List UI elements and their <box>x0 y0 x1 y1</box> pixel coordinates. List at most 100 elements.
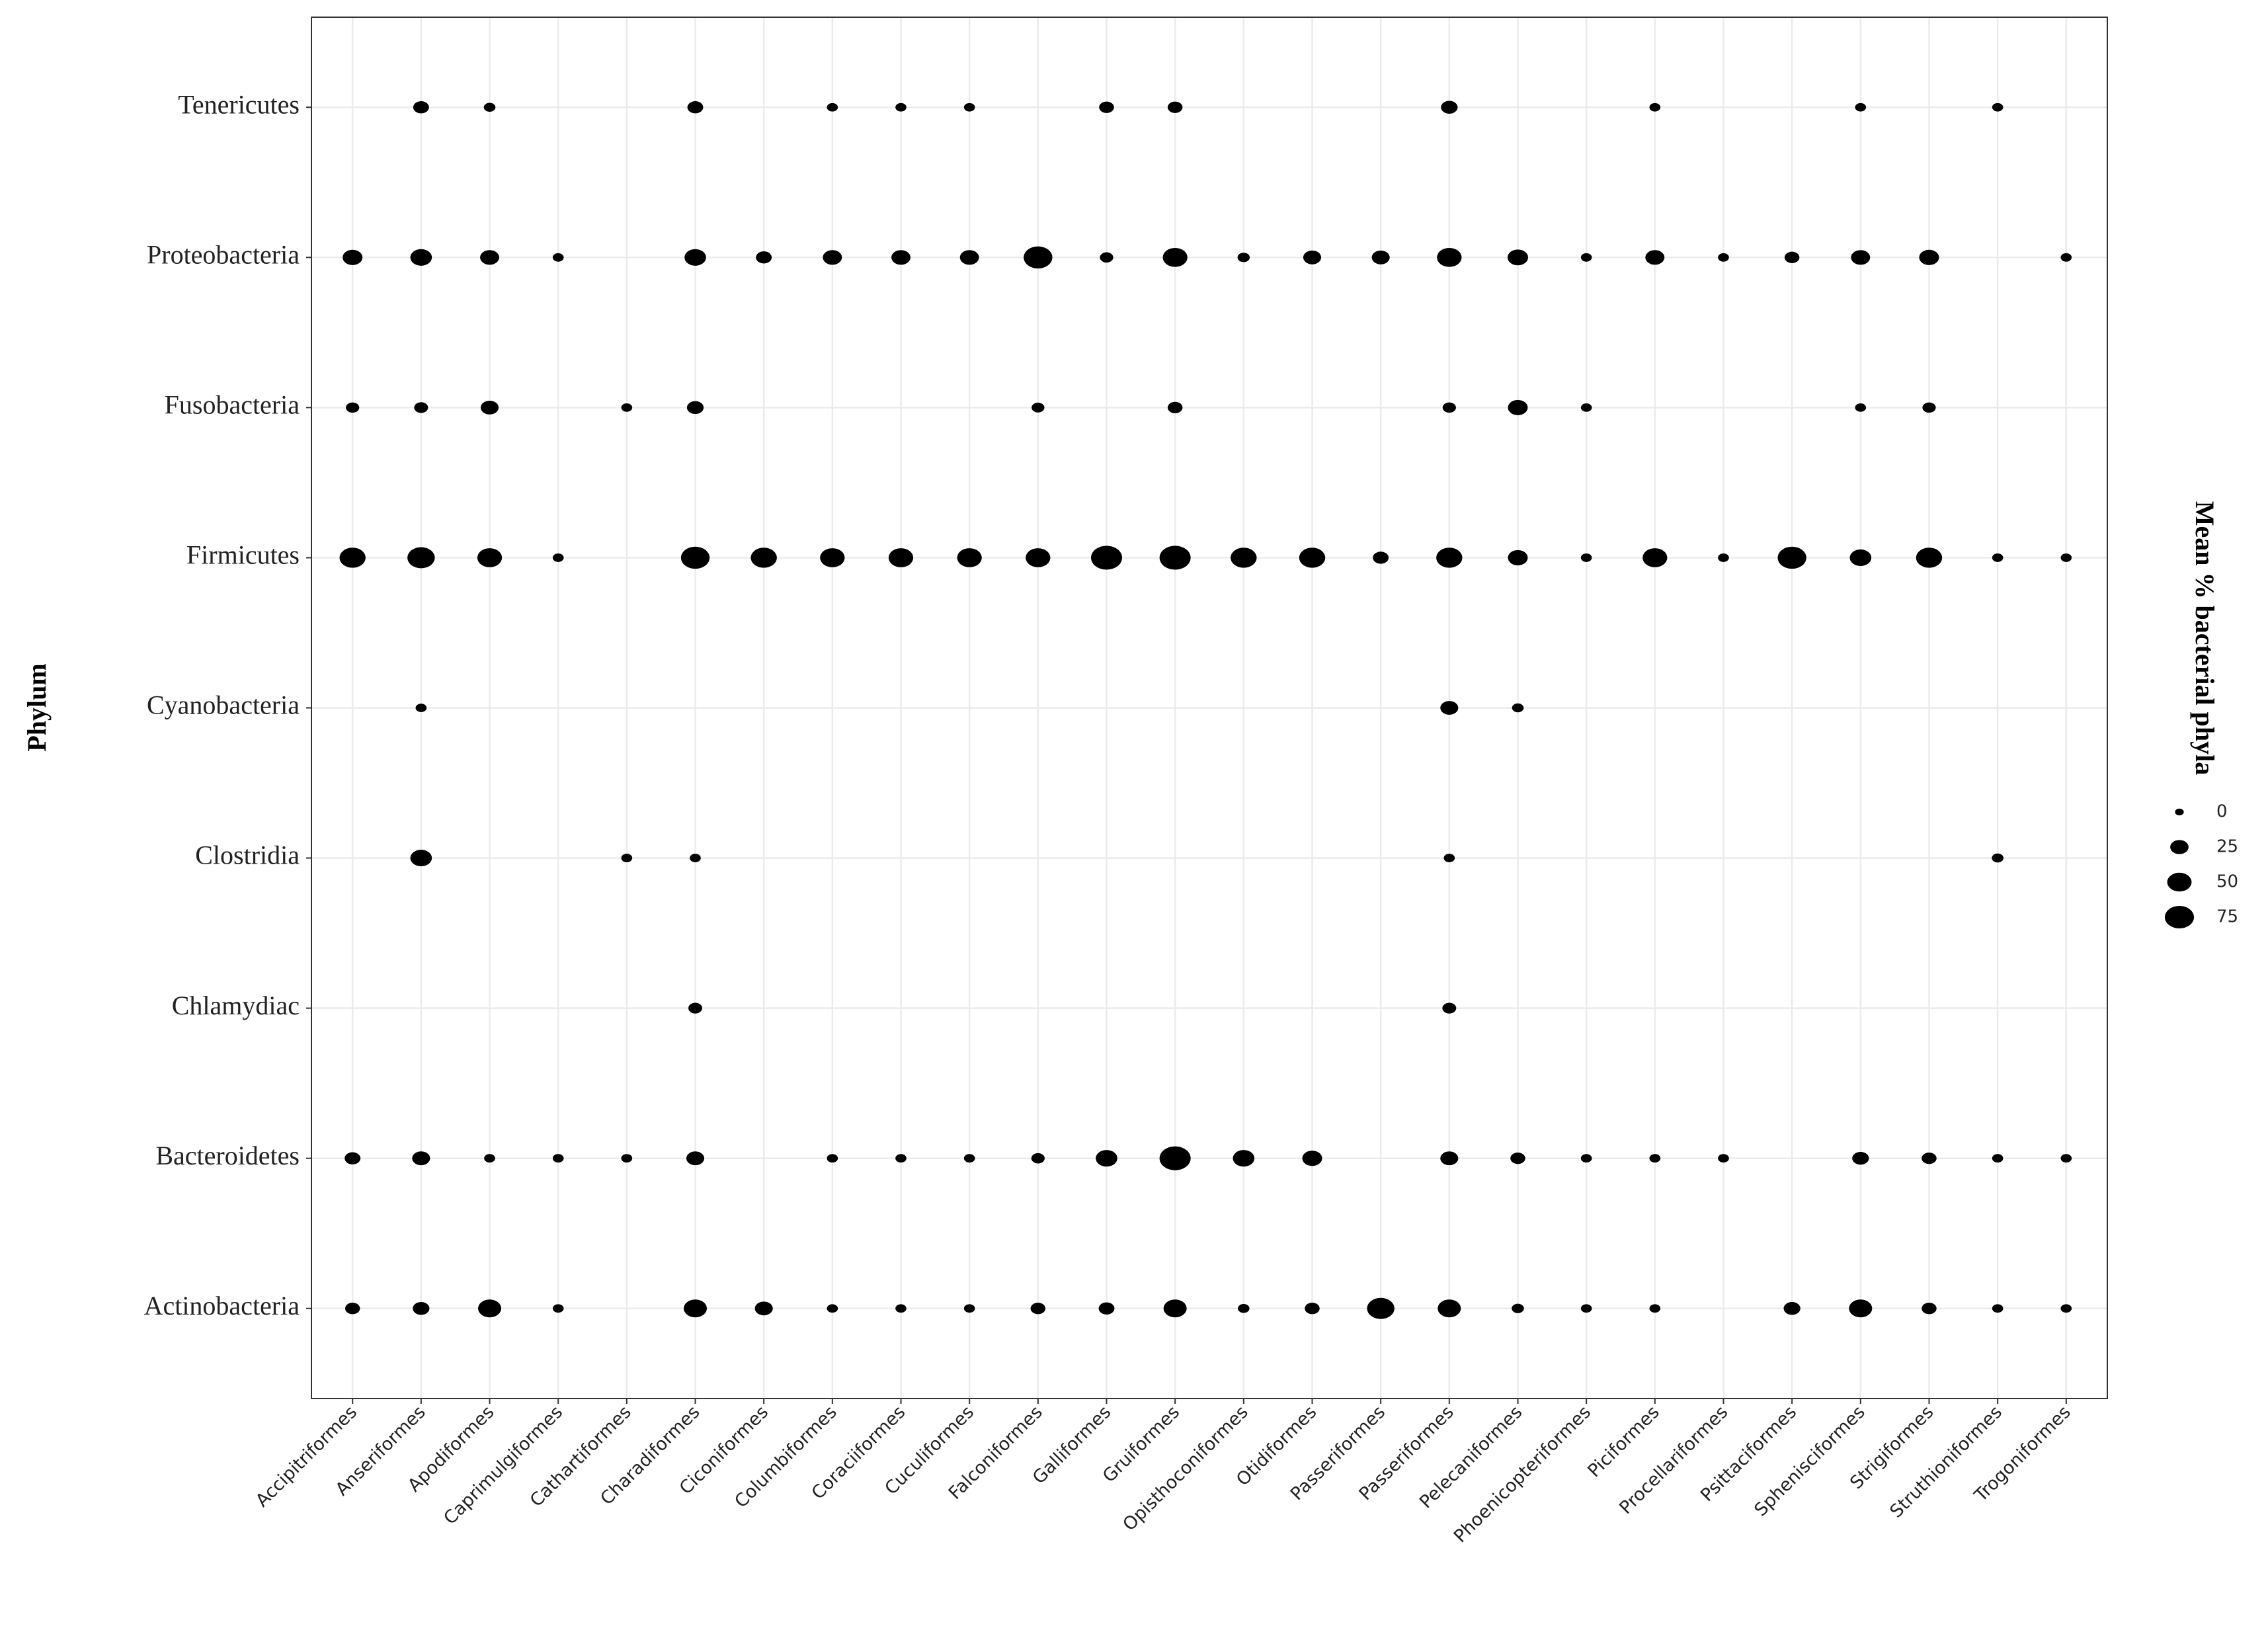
bubble <box>686 401 704 415</box>
bubble <box>1783 1302 1801 1315</box>
bubble <box>1302 1151 1322 1166</box>
bubble <box>2060 1304 2072 1313</box>
bubble <box>1437 247 1462 267</box>
bubble <box>1024 246 1053 268</box>
bubble <box>1299 548 1326 568</box>
bubble <box>343 249 363 265</box>
bubble <box>1922 1153 1937 1164</box>
bubble <box>1919 249 1939 265</box>
bubble <box>410 850 432 867</box>
bubble <box>1992 553 2004 562</box>
bubble <box>1163 1299 1187 1318</box>
bubble <box>1233 1150 1255 1167</box>
bubble <box>1440 1151 1459 1166</box>
y-tick-label: Firmicutes <box>186 540 300 570</box>
bubble <box>344 1152 361 1164</box>
bubble <box>414 402 428 413</box>
y-axis-title: Phylum <box>22 663 52 751</box>
bubble <box>827 102 838 112</box>
bubble <box>1442 1002 1457 1014</box>
bubble <box>413 101 429 114</box>
bubble <box>1922 1303 1937 1315</box>
bubble <box>1231 548 1257 568</box>
bubble <box>754 1301 773 1316</box>
legend-key <box>2167 872 2192 892</box>
bubble <box>1030 1303 1046 1315</box>
y-tick-label: Bacteroidetes <box>155 1141 300 1170</box>
bubble <box>820 548 845 567</box>
bubble <box>1580 1304 1592 1313</box>
bubble <box>621 854 633 862</box>
bubble <box>1303 250 1322 264</box>
bubble <box>552 1154 564 1163</box>
bubble <box>1510 1153 1525 1164</box>
bubble <box>1099 101 1114 113</box>
bubble <box>1580 553 1592 562</box>
legend-label: 50 <box>2216 872 2238 892</box>
bubble <box>690 854 701 862</box>
bubble <box>1373 551 1389 564</box>
bubble <box>1162 247 1188 267</box>
bubble <box>1443 854 1455 862</box>
bubble <box>478 1299 502 1318</box>
x-tick-label: Struthioniformes <box>1886 1402 2006 1522</box>
bubble <box>1777 546 1806 569</box>
bubble <box>552 253 564 262</box>
bubble <box>1440 701 1459 715</box>
bubble <box>1438 1299 1461 1318</box>
bubble <box>688 1002 703 1014</box>
bubble <box>1649 1304 1661 1313</box>
bubble <box>963 1154 975 1163</box>
bubble <box>1507 249 1529 266</box>
bubble <box>750 548 777 568</box>
bubble <box>963 1304 975 1313</box>
bubble <box>1305 1303 1320 1315</box>
legend-label: 0 <box>2216 802 2228 822</box>
bubble <box>1159 1146 1191 1170</box>
bubble <box>1855 102 1867 112</box>
bubble <box>1442 402 1456 413</box>
bubble <box>1855 403 1867 412</box>
bubble <box>552 553 564 562</box>
bubble <box>621 1154 633 1163</box>
bubble <box>957 548 982 567</box>
bubble <box>895 1154 907 1163</box>
size-legend-title: Mean % bacterial phyla <box>2190 501 2220 775</box>
bubble <box>1992 102 2004 112</box>
y-tick-label: Actinobacteria <box>144 1291 300 1321</box>
bubble <box>1167 101 1183 113</box>
bubble <box>1508 549 1528 565</box>
bubble <box>895 102 907 112</box>
bubble <box>963 102 975 112</box>
bubble <box>1718 253 1729 262</box>
bubble <box>1992 1304 2004 1313</box>
bubble <box>686 1151 705 1166</box>
bubble <box>1992 1154 2004 1163</box>
bubble <box>1849 549 1872 566</box>
y-tick-label: Fusobacteria <box>165 390 300 420</box>
legend-label: 25 <box>2216 837 2238 857</box>
bubble <box>1512 1303 1524 1313</box>
bubble <box>891 250 911 265</box>
bubble <box>339 548 366 568</box>
bubble <box>1849 1299 1873 1318</box>
bubble <box>1851 250 1871 265</box>
bubble <box>1098 1302 1115 1315</box>
bubble <box>827 1304 838 1313</box>
bubble <box>407 547 435 569</box>
bubble <box>1580 253 1592 262</box>
bubble <box>684 1299 708 1318</box>
y-tick-label: Tenericutes <box>178 89 300 119</box>
bubble <box>2060 553 2072 562</box>
bubble <box>1031 1153 1045 1164</box>
bubble <box>1026 548 1051 567</box>
bubble <box>2060 253 2072 262</box>
bubble <box>552 1304 564 1313</box>
bubble <box>1784 251 1800 263</box>
bubble <box>480 250 499 265</box>
bubble <box>1238 1304 1250 1313</box>
bubble <box>1096 1150 1117 1167</box>
bubble <box>1916 548 1943 568</box>
bubble <box>346 402 360 413</box>
bubble <box>1512 703 1524 713</box>
